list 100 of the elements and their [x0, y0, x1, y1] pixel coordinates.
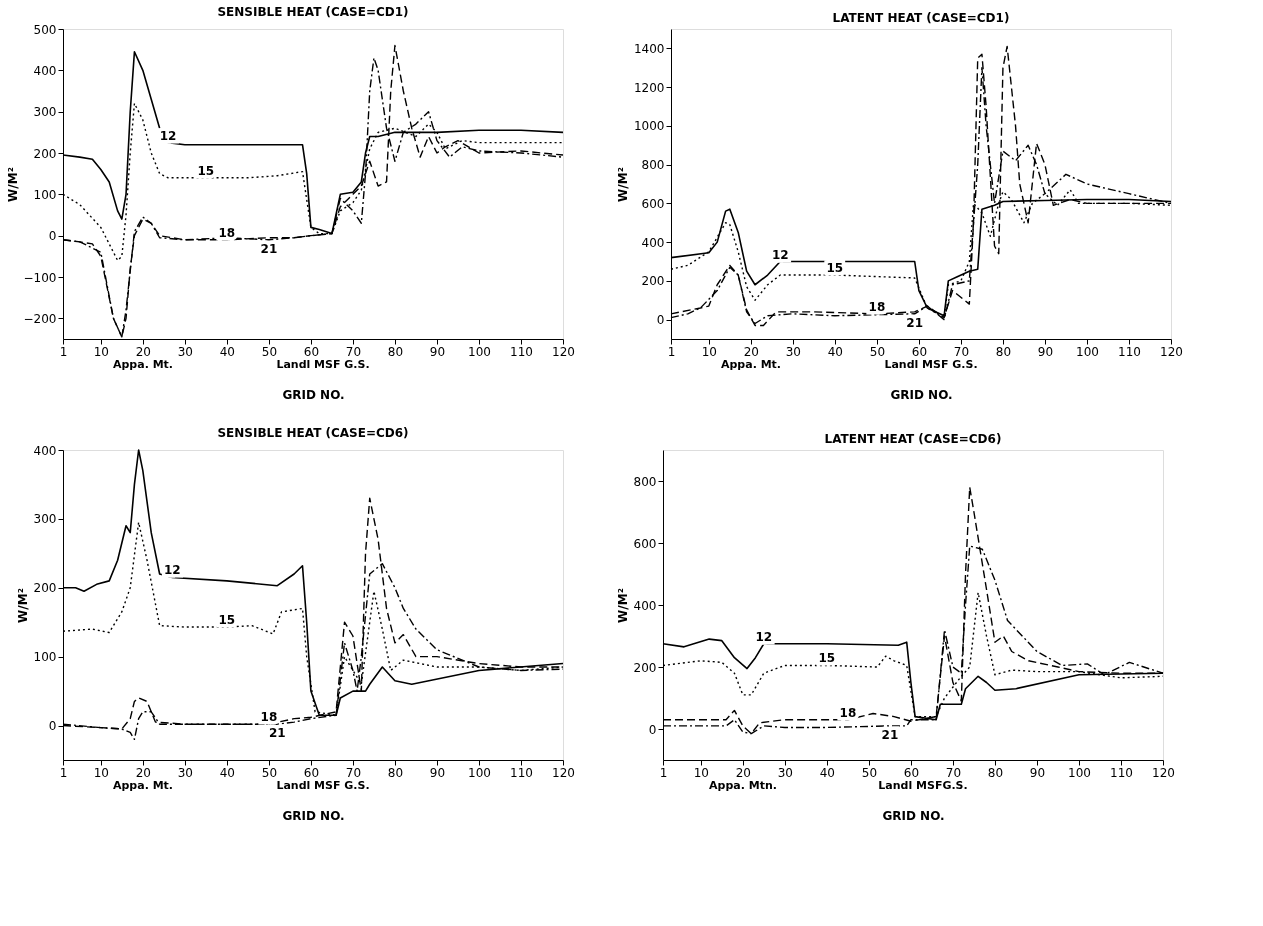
- x-tick-label: 110: [1110, 765, 1133, 780]
- x-tick-label: 120: [552, 765, 575, 780]
- y-tick-label: 100: [33, 650, 57, 665]
- y-tick-label: 800: [641, 158, 665, 173]
- x-tick-label: 30: [777, 765, 793, 780]
- series-label: 21: [260, 241, 278, 256]
- x-tick-label: 80: [987, 765, 1004, 780]
- series-label: 21: [906, 315, 924, 330]
- x-tick-label: 1: [659, 765, 668, 780]
- series-label: 15: [826, 261, 844, 276]
- y-tick-label: 400: [633, 598, 657, 613]
- y-tick-label: 0: [656, 313, 665, 328]
- y-tick-label: 300: [33, 512, 57, 527]
- x-tick-label: 110: [510, 344, 533, 359]
- x-tick-label: 10: [93, 344, 109, 359]
- y-tick-label: 500: [33, 22, 57, 37]
- y-tick-label: 600: [641, 196, 665, 211]
- x-tick-label: 110: [1118, 344, 1141, 359]
- y-tick-label: 600: [633, 536, 657, 551]
- x-tick-label: 1: [667, 344, 676, 359]
- text: Appa. Mt.: [720, 358, 782, 371]
- x-tick-label: 100: [1068, 765, 1091, 780]
- y-tick-label: 200: [33, 146, 57, 161]
- text: Landl MSFG.S.: [878, 779, 968, 792]
- x-tick-label: 90: [1029, 765, 1046, 780]
- series-label: 18: [260, 710, 278, 725]
- x-tick-label: 90: [1037, 344, 1054, 359]
- y-tick-label: 400: [33, 63, 57, 78]
- series-label: 18: [218, 225, 236, 240]
- series-label: 12: [755, 629, 773, 644]
- y-axis-title: W/M²: [5, 167, 20, 202]
- series-label: 15: [818, 651, 836, 666]
- x-tick-label: 10: [693, 765, 709, 780]
- x-tick-label: 30: [177, 765, 193, 780]
- x-tick-label: 40: [819, 765, 836, 780]
- series-label: 12: [163, 563, 181, 578]
- y-tick-label: −200: [23, 311, 57, 326]
- series-label: 15: [218, 613, 236, 628]
- series-label: 18: [839, 705, 857, 720]
- x-tick-label: 1: [59, 344, 68, 359]
- x-tick-label: 60: [911, 344, 928, 359]
- x-tick-label: 70: [945, 765, 962, 780]
- series-label: 21: [881, 727, 899, 742]
- chart-title: SENSIBLE HEAT (CASE=CD6): [217, 426, 409, 440]
- x-tick-label: 20: [735, 765, 751, 780]
- chart-title: SENSIBLE HEAT (CASE=CD1): [217, 5, 409, 19]
- text: Appa. Mt.: [112, 779, 174, 792]
- x-tick-label: 20: [135, 765, 151, 780]
- y-tick-label: 200: [633, 660, 657, 675]
- y-axis-title: W/M²: [15, 588, 30, 623]
- y-tick-label: 1200: [633, 80, 665, 95]
- x-tick-label: 50: [869, 344, 886, 359]
- text: Landl MSF G.S.: [276, 779, 370, 792]
- x-tick-label: 60: [303, 765, 320, 780]
- series-label: 21: [268, 726, 286, 741]
- y-tick-label: 0: [48, 719, 57, 734]
- series-label: 15: [197, 163, 215, 178]
- x-axis-title: GRID NO.: [282, 808, 345, 823]
- y-tick-label: 1000: [633, 119, 665, 134]
- y-tick-label: 300: [33, 105, 57, 120]
- x-tick-label: 100: [468, 765, 491, 780]
- x-tick-label: 90: [429, 344, 446, 359]
- x-tick-label: 50: [261, 344, 278, 359]
- x-tick-label: 90: [429, 765, 446, 780]
- y-tick-label: 200: [641, 274, 665, 289]
- x-axis-title: GRID NO.: [882, 808, 945, 823]
- y-tick-label: 800: [633, 474, 657, 489]
- series-label: 18: [868, 299, 886, 314]
- series-label: 12: [771, 247, 789, 262]
- y-tick-label: 400: [33, 443, 57, 458]
- text: Landl MSF G.S.: [276, 358, 370, 371]
- x-tick-label: 10: [701, 344, 717, 359]
- x-tick-label: 30: [177, 344, 193, 359]
- x-tick-label: 70: [345, 765, 362, 780]
- x-tick-label: 40: [827, 344, 844, 359]
- y-tick-label: −100: [23, 270, 57, 285]
- x-tick-label: 80: [387, 765, 404, 780]
- chart-title: LATENT HEAT (CASE=CD6): [824, 432, 1002, 446]
- x-tick-label: 100: [468, 344, 491, 359]
- x-tick-label: 20: [135, 344, 151, 359]
- x-tick-label: 40: [219, 765, 236, 780]
- y-tick-label: 0: [648, 722, 657, 737]
- x-axis-title: GRID NO.: [282, 387, 345, 402]
- x-tick-label: 10: [93, 765, 109, 780]
- text: Appa. Mt.: [112, 358, 174, 371]
- chart-title: LATENT HEAT (CASE=CD1): [832, 11, 1010, 25]
- x-axis-title: GRID NO.: [890, 387, 953, 402]
- text: Appa. Mtn.: [709, 779, 777, 792]
- x-tick-label: 1: [59, 765, 68, 780]
- y-tick-label: 400: [641, 235, 665, 250]
- x-tick-label: 20: [743, 344, 759, 359]
- x-tick-label: 120: [1152, 765, 1175, 780]
- y-tick-label: 1400: [633, 41, 665, 56]
- x-tick-label: 70: [953, 344, 970, 359]
- x-tick-label: 80: [995, 344, 1012, 359]
- y-tick-label: 0: [48, 229, 57, 244]
- y-axis-title: W/M²: [615, 588, 630, 623]
- x-tick-label: 70: [345, 344, 362, 359]
- x-tick-label: 80: [387, 344, 404, 359]
- x-tick-label: 110: [510, 765, 533, 780]
